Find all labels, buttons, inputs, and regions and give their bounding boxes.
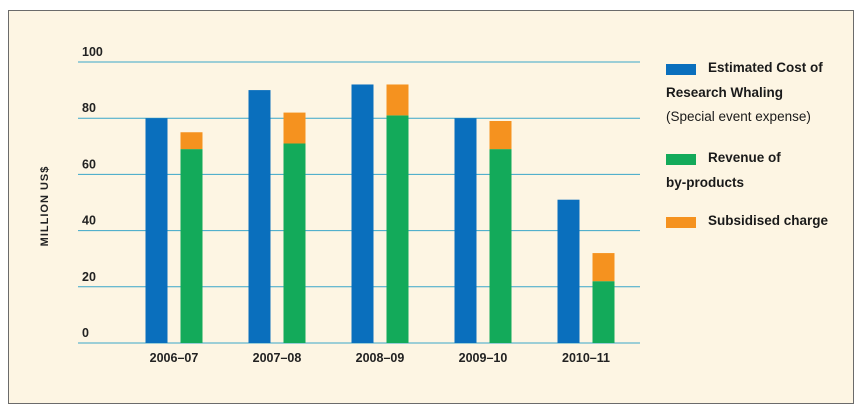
x-axis-ticks: 2006–07 2007–08 2008–09 2009–10 2010–11: [150, 351, 610, 365]
bar-revenue: [283, 143, 306, 343]
x-tick-label: 2009–10: [459, 351, 508, 365]
x-tick-label: 2006–07: [150, 351, 199, 365]
bar-subsidised: [592, 253, 615, 282]
x-tick-label: 2010–11: [562, 351, 610, 365]
legend-label-line: (Special event expense): [666, 109, 811, 124]
bar-cost: [557, 199, 580, 343]
y-axis-ticks: 0 20 40 60 80 100: [82, 45, 103, 340]
bar-subsidised: [283, 112, 306, 144]
legend-label-line: by-products: [666, 175, 745, 190]
y-tick-label: 80: [82, 101, 96, 115]
legend-label-line: Estimated Cost of: [708, 60, 823, 75]
legend-swatch-cost: [666, 64, 696, 75]
bar-subsidised: [489, 121, 512, 150]
legend-swatch-subsidised: [666, 217, 696, 228]
bar-cost: [454, 118, 477, 343]
legend-swatch-revenue: [666, 154, 696, 165]
bar-subsidised: [180, 132, 203, 150]
bar-cost: [248, 90, 271, 343]
x-tick-label: 2008–09: [356, 351, 405, 365]
bar-revenue: [180, 149, 203, 343]
y-tick-label: 0: [82, 326, 89, 340]
x-tick-label: 2007–08: [253, 351, 302, 365]
bars: [145, 84, 615, 343]
bar-cost: [351, 84, 374, 343]
bar-subsidised: [386, 84, 409, 116]
y-axis-label: MILLION US$: [39, 166, 51, 247]
bar-revenue: [592, 281, 615, 343]
legend-label-line: Subsidised charge: [708, 213, 829, 228]
bar-cost: [145, 118, 168, 343]
y-tick-label: 60: [82, 157, 96, 171]
bar-revenue: [386, 115, 409, 343]
bar-revenue: [489, 149, 512, 343]
legend-label-line: Revenue of: [708, 150, 781, 165]
y-tick-label: 20: [82, 270, 96, 284]
y-tick-label: 40: [82, 214, 96, 228]
y-tick-label: 100: [82, 45, 103, 59]
legend-label-line: Research Whaling: [666, 85, 784, 100]
